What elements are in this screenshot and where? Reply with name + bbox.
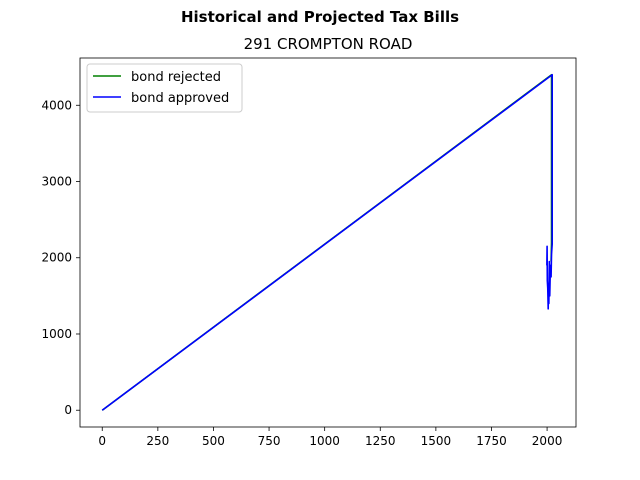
chart-suptitle: Historical and Projected Tax Bills [181,8,459,26]
x-tick-label: 250 [146,434,169,448]
series-line-2 [101,73,553,411]
y-tick-label: 1000 [41,327,72,341]
legend: bond rejected bond approved [86,63,243,113]
series-group [101,73,553,411]
plot-area: 0 250 500 750 1000 1250 1500 1750 2000 0 1000 2000 3… [41,57,577,448]
y-tick-label: 2000 [41,251,72,265]
chart-title: 291 CROMPTON ROAD [244,35,413,53]
x-tick-label: 1750 [476,434,507,448]
legend-box [86,63,243,113]
y-tick-label: 4000 [41,98,72,112]
legend-label-1: bond rejected [131,70,221,85]
x-tick-label: 1250 [365,434,396,448]
x-tick-label: 750 [258,434,281,448]
x-tick-label: 2000 [532,434,563,448]
x-tick-label: 500 [202,434,225,448]
x-tick-label: 1000 [309,434,340,448]
y-tick-label: 3000 [41,175,72,189]
x-tick-label: 0 [98,434,106,448]
legend-label-2: bond approved [131,91,229,106]
y-tick-label: 0 [64,403,72,417]
axes-frame [79,57,577,428]
x-tick-label: 1500 [421,434,452,448]
